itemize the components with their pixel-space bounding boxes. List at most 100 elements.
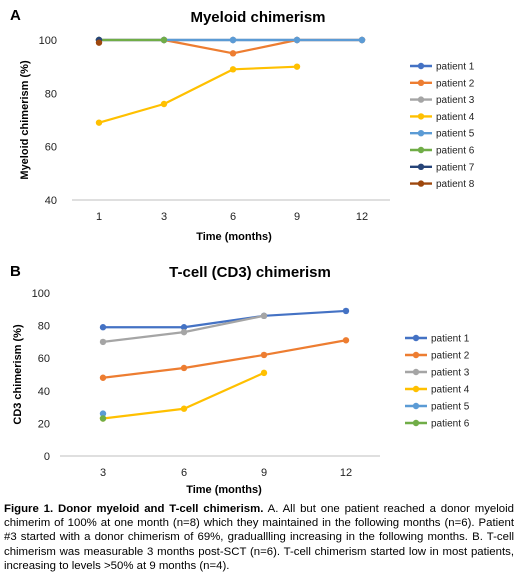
- data-point: [260, 369, 268, 377]
- legend-item: patient 4: [410, 112, 475, 123]
- data-point: [95, 39, 103, 46]
- y-tick-label: 40: [45, 195, 57, 207]
- y-tick-label: 100: [32, 288, 50, 300]
- data-point: [293, 63, 301, 70]
- legend-label: patient 7: [436, 162, 475, 173]
- panel-a: A Myeloid chimerism 40 60 80 100 1 3 6 9 12 Time (m…: [10, 7, 475, 243]
- y-tick-label: 80: [38, 321, 50, 333]
- x-axis-title: Time (months): [186, 484, 262, 496]
- legend-item: patient 4: [405, 385, 470, 396]
- chart-title: T-cell (CD3) chimerism: [169, 264, 331, 281]
- series-2: [99, 337, 350, 381]
- legend: patient 1 patient 2 patient 3 patient 4 pati…: [405, 334, 470, 430]
- legend-item: patient 8: [410, 179, 475, 190]
- x-tick-label: 3: [161, 211, 167, 223]
- series-line: [103, 309, 347, 329]
- legend-item: patient 5: [405, 402, 470, 413]
- x-tick-label: 6: [181, 467, 187, 479]
- legend-swatch-marker: [412, 385, 420, 393]
- x-axis-title: Time (months): [196, 231, 272, 243]
- legend-label: patient 6: [436, 146, 475, 157]
- legend-label: patient 4: [436, 112, 475, 123]
- legend-swatch-marker: [417, 96, 425, 103]
- legend-label: patient 3: [431, 368, 470, 379]
- data-point: [160, 100, 168, 108]
- x-tick-label: 12: [356, 211, 368, 223]
- data-point: [180, 328, 188, 336]
- series-4: [95, 63, 301, 126]
- caption-text: A. All but one patient reached a donor m…: [4, 503, 514, 572]
- data-point: [99, 415, 107, 422]
- series-4: [99, 369, 268, 422]
- caption-bold: Figure 1. Donor myeloid and T-cell chime…: [4, 503, 264, 515]
- x-tick-label: 12: [340, 467, 352, 479]
- legend-label: patient 4: [431, 385, 470, 396]
- legend-swatch-marker: [412, 368, 420, 376]
- legend-swatch-marker: [417, 62, 425, 70]
- chart-title: Myeloid chimerism: [190, 9, 325, 26]
- series-6: [95, 36, 168, 44]
- x-tick-label: 6: [230, 211, 236, 223]
- series-6: [99, 415, 107, 422]
- series-1: [99, 307, 350, 331]
- series-line: [102, 339, 347, 379]
- data-point: [99, 374, 107, 381]
- x-tick-label: 9: [294, 211, 300, 223]
- legend-swatch-marker: [412, 419, 420, 427]
- panel-b: B T-cell (CD3) chimerism 0 20 40 60 80 100 3 6 9 12…: [10, 263, 470, 496]
- y-tick-label: 60: [38, 353, 50, 365]
- y-tick-label: 80: [45, 88, 57, 100]
- legend-item: patient 7: [410, 162, 475, 173]
- legend-item: patient 2: [405, 351, 470, 362]
- y-tick-label: 20: [38, 418, 50, 430]
- data-point: [180, 405, 188, 412]
- y-axis-title: Myeloid chimerism (%): [19, 60, 31, 180]
- data-point: [180, 364, 188, 372]
- legend-swatch-marker: [417, 146, 425, 154]
- legend-swatch-marker: [412, 334, 420, 342]
- series-3: [99, 312, 268, 346]
- series-line: [99, 38, 362, 55]
- y-tick-label: 40: [38, 386, 50, 398]
- legend-item: patient 5: [410, 129, 475, 140]
- legend-label: patient 2: [436, 78, 475, 89]
- x-tick-label: 3: [100, 467, 106, 479]
- data-point: [342, 337, 350, 344]
- legend-item: patient 3: [410, 95, 475, 106]
- panel-letter: B: [10, 263, 21, 280]
- data-point: [260, 351, 268, 359]
- y-tick-label: 0: [44, 451, 50, 463]
- data-point: [260, 312, 268, 320]
- data-point: [229, 66, 237, 73]
- legend-item: patient 6: [405, 419, 470, 430]
- legend-label: patient 6: [431, 419, 470, 430]
- figure-caption: Figure 1. Donor myeloid and T-cell chime…: [4, 502, 514, 573]
- legend-label: patient 8: [436, 179, 475, 190]
- legend-item: patient 6: [410, 146, 475, 157]
- data-point: [180, 324, 188, 331]
- y-tick-label: 60: [45, 142, 57, 154]
- legend-swatch-marker: [417, 79, 425, 87]
- legend-item: patient 3: [405, 368, 470, 379]
- legend-item: patient 1: [405, 334, 470, 345]
- data-point: [229, 50, 237, 57]
- y-tick-label: 100: [39, 35, 57, 47]
- data-point: [99, 338, 107, 346]
- legend-swatch-marker: [417, 130, 425, 137]
- legend-label: patient 3: [436, 95, 475, 106]
- data-point: [99, 410, 107, 417]
- legend-swatch-marker: [417, 180, 425, 187]
- data-point: [229, 36, 237, 44]
- series-5: [99, 410, 107, 417]
- legend-label: patient 5: [436, 129, 475, 140]
- data-point: [293, 36, 301, 44]
- legend: patient 1 patient 2 patient 3 patient 4 pati…: [410, 62, 475, 190]
- series-8: [95, 39, 103, 46]
- legend-label: patient 1: [431, 334, 470, 345]
- data-point: [358, 36, 366, 44]
- legend-label: patient 2: [431, 351, 470, 362]
- y-axis-title: CD3 chimerism (%): [12, 324, 24, 425]
- legend-label: patient 5: [431, 402, 470, 413]
- data-point: [342, 307, 350, 315]
- legend-swatch-marker: [412, 402, 420, 410]
